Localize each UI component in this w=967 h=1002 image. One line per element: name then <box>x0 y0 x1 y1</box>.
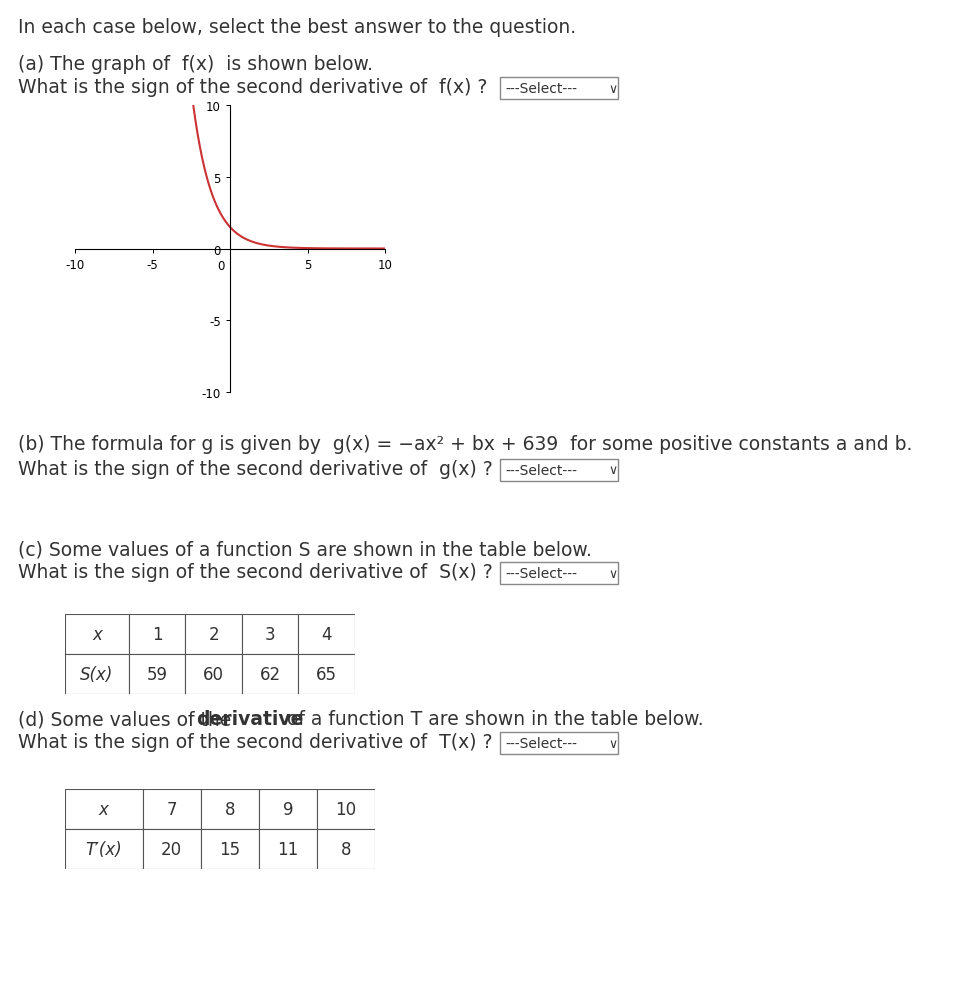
Text: ---Select---: ---Select--- <box>505 566 577 580</box>
Text: T′(x): T′(x) <box>85 840 122 858</box>
Bar <box>65 790 142 830</box>
Bar <box>186 614 242 654</box>
Text: of a function T are shown in the table below.: of a function T are shown in the table b… <box>281 709 704 728</box>
Bar <box>259 830 317 869</box>
Text: ∨: ∨ <box>608 567 617 580</box>
Text: ∨: ∨ <box>608 736 617 749</box>
Text: ---Select---: ---Select--- <box>505 82 577 96</box>
Bar <box>200 790 259 830</box>
Text: 59: 59 <box>147 665 167 683</box>
Text: What is the sign of the second derivative of  T(x) ?: What is the sign of the second derivativ… <box>18 732 492 752</box>
Text: 9: 9 <box>282 801 293 819</box>
FancyBboxPatch shape <box>500 78 618 100</box>
Text: What is the sign of the second derivative of  f(x) ?: What is the sign of the second derivativ… <box>18 78 487 97</box>
Text: ---Select---: ---Select--- <box>505 464 577 478</box>
Text: (c) Some values of a function S are shown in the table below.: (c) Some values of a function S are show… <box>18 539 592 558</box>
Text: 3: 3 <box>265 625 276 643</box>
Text: 60: 60 <box>203 665 224 683</box>
FancyBboxPatch shape <box>500 562 618 584</box>
Text: 62: 62 <box>259 665 280 683</box>
Text: (d) Some values of the: (d) Some values of the <box>18 709 237 728</box>
Text: ---Select---: ---Select--- <box>505 736 577 750</box>
Text: 65: 65 <box>316 665 337 683</box>
Bar <box>299 654 355 694</box>
Bar <box>186 654 242 694</box>
Text: In each case below, select the best answer to the question.: In each case below, select the best answ… <box>18 18 576 37</box>
Text: (a) The graph of  f(x)  is shown below.: (a) The graph of f(x) is shown below. <box>18 55 373 74</box>
Text: S(x): S(x) <box>80 665 113 683</box>
Bar <box>65 830 142 869</box>
Text: 20: 20 <box>161 840 182 858</box>
Bar <box>242 614 299 654</box>
Bar <box>259 790 317 830</box>
Text: 2: 2 <box>208 625 219 643</box>
Text: What is the sign of the second derivative of  S(x) ?: What is the sign of the second derivativ… <box>18 562 493 581</box>
Text: x: x <box>92 625 102 643</box>
Bar <box>142 790 200 830</box>
Bar <box>200 830 259 869</box>
Bar <box>299 614 355 654</box>
Text: 8: 8 <box>340 840 351 858</box>
Bar <box>129 614 186 654</box>
Text: ∨: ∨ <box>608 82 617 95</box>
Bar <box>317 790 375 830</box>
FancyBboxPatch shape <box>500 732 618 755</box>
Text: 4: 4 <box>321 625 332 643</box>
Bar <box>65 654 129 694</box>
Bar <box>317 830 375 869</box>
FancyBboxPatch shape <box>500 460 618 482</box>
Text: 8: 8 <box>224 801 235 819</box>
Text: 7: 7 <box>166 801 177 819</box>
Bar <box>65 614 129 654</box>
Bar <box>142 830 200 869</box>
Text: What is the sign of the second derivative of  g(x) ?: What is the sign of the second derivativ… <box>18 460 493 479</box>
Bar <box>129 654 186 694</box>
Text: 1: 1 <box>152 625 162 643</box>
Text: derivative: derivative <box>196 709 304 728</box>
Text: x: x <box>99 801 108 819</box>
Text: ∨: ∨ <box>608 464 617 477</box>
Bar <box>242 654 299 694</box>
Text: 10: 10 <box>336 801 357 819</box>
Text: (b) The formula for g is given by  g(x) = −ax² + bx + 639  for some positive con: (b) The formula for g is given by g(x) =… <box>18 435 913 454</box>
Text: 15: 15 <box>220 840 240 858</box>
Text: 11: 11 <box>278 840 299 858</box>
Text: 0: 0 <box>218 260 224 273</box>
